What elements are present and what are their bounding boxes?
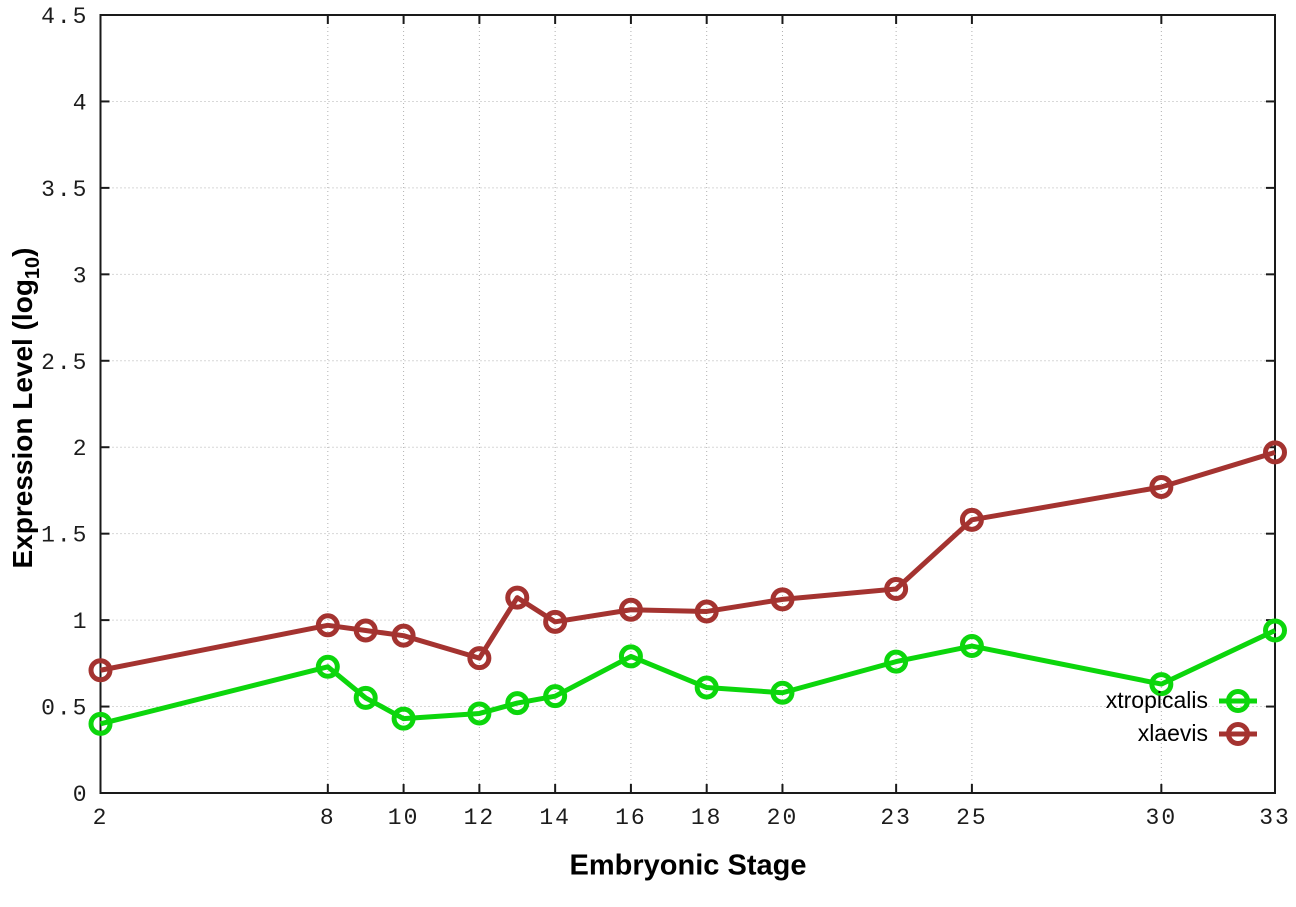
xtropicalis-marker-icon [1219, 688, 1257, 713]
data-point-xlaevis-stage-33 [1263, 440, 1287, 465]
legend-label-xlaevis: xlaevis [1137, 720, 1208, 746]
data-point-xlaevis-stage-13 [505, 585, 530, 610]
data-point-xtropicalis-stage-33 [1263, 618, 1287, 643]
data-point-xtropicalis-stage-23 [884, 649, 909, 674]
x-tick-label: 14 [539, 805, 571, 831]
x-tick-label: 2 [93, 805, 109, 831]
y-tick-label: 0 [73, 782, 89, 808]
legend-item-xlaevis: xlaevis [1106, 718, 1258, 749]
legend: xtropicalis xlaevis [1106, 685, 1258, 749]
x-tick-label: 33 [1259, 805, 1291, 831]
y-tick-label: 1.5 [41, 523, 88, 549]
y-axis-title-subscript: 10 [21, 256, 44, 280]
data-point-xlaevis-stage-8 [315, 613, 340, 638]
data-point-xtropicalis-stage-13 [505, 691, 530, 716]
x-tick-label: 25 [956, 805, 988, 831]
y-axis-title-close: ) [7, 247, 39, 257]
data-point-xtropicalis-stage-10 [391, 706, 416, 731]
data-point-xtropicalis-stage-8 [315, 654, 340, 679]
y-tick-label: 1 [73, 609, 89, 635]
y-axis-title: Expression Level (log10) [7, 248, 45, 569]
y-tick-label: 2.5 [41, 350, 88, 376]
y-axis-title-text: Expression Level (log [7, 279, 39, 569]
x-tick-label: 23 [880, 805, 912, 831]
x-tick-label: 18 [691, 805, 723, 831]
y-tick-label: 4.5 [41, 4, 88, 30]
x-tick-label: 12 [464, 805, 496, 831]
y-tick-label: 3 [73, 263, 89, 289]
x-tick-label: 8 [320, 805, 336, 831]
x-axis-title: Embryonic Stage [569, 849, 807, 882]
data-point-xlaevis-stage-25 [959, 507, 984, 532]
data-point-xlaevis-stage-20 [770, 587, 795, 612]
legend-label-xtropicalis: xtropicalis [1105, 687, 1208, 713]
x-tick-label: 30 [1146, 805, 1178, 831]
y-tick-label: 4 [73, 90, 89, 116]
data-point-xtropicalis-stage-14 [543, 684, 568, 709]
data-point-xtropicalis-stage-16 [618, 644, 643, 669]
y-tick-label: 0.5 [41, 696, 88, 722]
data-point-xlaevis-stage-23 [884, 576, 909, 601]
data-point-xlaevis-stage-9 [353, 618, 378, 643]
data-point-xtropicalis-stage-2 [88, 711, 113, 736]
data-point-xlaevis-stage-2 [88, 658, 113, 683]
data-point-xtropicalis-stage-30 [1149, 672, 1174, 697]
data-point-xtropicalis-stage-25 [959, 634, 984, 659]
y-tick-label: 2 [73, 436, 89, 462]
legend-item-xtropicalis: xtropicalis [1106, 685, 1258, 716]
data-point-xlaevis-stage-14 [543, 609, 568, 634]
xlaevis-marker-icon [1219, 721, 1257, 746]
data-point-xlaevis-stage-18 [694, 599, 719, 624]
data-point-xtropicalis-stage-9 [353, 685, 378, 710]
data-point-xlaevis-stage-12 [467, 646, 492, 671]
data-point-xlaevis-stage-10 [391, 623, 416, 648]
data-point-xtropicalis-stage-12 [467, 701, 492, 726]
x-tick-label: 10 [388, 805, 420, 831]
data-point-xtropicalis-stage-20 [770, 680, 795, 705]
data-point-xtropicalis-stage-18 [694, 675, 719, 700]
series-line-xtropicalis [99, 628, 1277, 727]
series-line-xlaevis [100, 450, 1276, 673]
y-tick-label: 3.5 [41, 177, 88, 203]
x-tick-label: 20 [767, 805, 799, 831]
plot-border [99, 14, 1276, 794]
data-point-xlaevis-stage-30 [1149, 474, 1174, 499]
x-tick-label: 16 [615, 805, 647, 831]
data-point-xlaevis-stage-16 [618, 597, 643, 622]
